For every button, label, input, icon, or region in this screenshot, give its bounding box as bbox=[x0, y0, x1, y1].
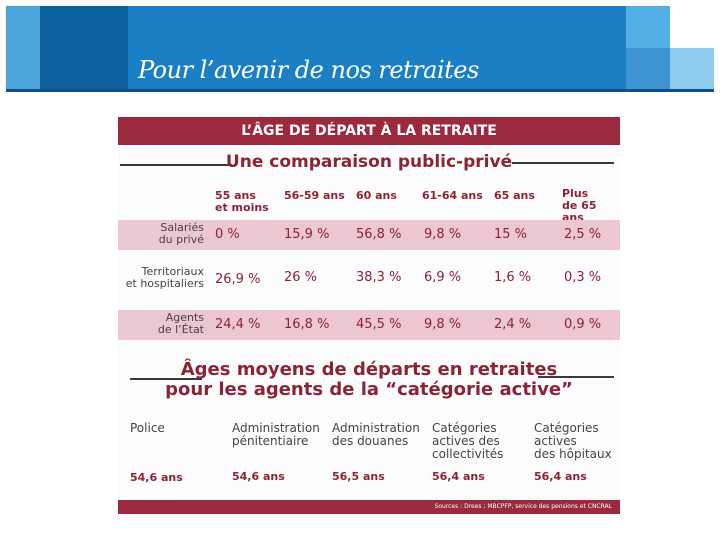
table-cell: 6,9 % bbox=[424, 270, 462, 285]
category-value: 54,6 ans bbox=[130, 471, 183, 484]
category-label: Administration pénitentiaire bbox=[232, 421, 320, 448]
sources-footer: Sources : Drees ; MBCPFP, service des pe… bbox=[118, 500, 620, 514]
row-label: Salariés du privé bbox=[158, 221, 204, 246]
section2-title-line2: pour les agents de la “catégorie active” bbox=[165, 379, 573, 400]
banner-square bbox=[626, 48, 670, 92]
section2-title-line1: Âges moyens de départs en retraites bbox=[180, 359, 558, 380]
table-cell: 16,8 % bbox=[284, 317, 330, 332]
column-header: 55 ans et moins bbox=[215, 189, 269, 214]
table-cell: 56,8 % bbox=[356, 227, 402, 242]
rule-right bbox=[538, 376, 614, 378]
category-label: Administration des douanes bbox=[332, 421, 420, 448]
table-row bbox=[118, 310, 620, 340]
banner-divider bbox=[6, 89, 714, 92]
table-cell: 1,6 % bbox=[494, 270, 532, 285]
banner-square bbox=[626, 6, 670, 48]
category-value: 56,4 ans bbox=[432, 470, 485, 483]
rule-left bbox=[120, 164, 232, 166]
table-cell: 9,8 % bbox=[424, 317, 462, 332]
table-cell: 0 % bbox=[215, 227, 240, 242]
header-banner: Pour l’avenir de nos retraites bbox=[6, 6, 714, 92]
banner-square bbox=[6, 6, 40, 92]
category-value: 54,6 ans bbox=[232, 470, 285, 483]
table-cell: 0,9 % bbox=[564, 317, 602, 332]
row-label: Territoriaux et hospitaliers bbox=[125, 265, 204, 290]
table-cell: 2,5 % bbox=[564, 227, 602, 242]
rule-right bbox=[512, 162, 614, 164]
document-image: L’ÂGE DE DÉPART À LA RETRAITE Une compar… bbox=[118, 112, 620, 518]
table-cell: 0,3 % bbox=[564, 270, 602, 285]
column-header: 65 ans bbox=[494, 189, 535, 202]
column-header: 56-59 ans bbox=[284, 189, 345, 202]
category-value: 56,5 ans bbox=[332, 470, 385, 483]
banner-square bbox=[670, 48, 714, 92]
table-cell: 15,9 % bbox=[284, 227, 330, 242]
column-header: 60 ans bbox=[356, 189, 397, 202]
table-cell: 15 % bbox=[494, 227, 528, 242]
category-label: Police bbox=[130, 421, 165, 435]
column-header: 61-64 ans bbox=[422, 189, 483, 202]
category-label: Catégories actives des hôpitaux bbox=[534, 421, 612, 461]
section1-title: Une comparaison public-privé bbox=[225, 152, 513, 172]
row-label: Agents de l’État bbox=[157, 311, 204, 336]
table-cell: 26,9 % bbox=[215, 272, 261, 287]
rule-left bbox=[130, 378, 202, 380]
doc-header: L’ÂGE DE DÉPART À LA RETRAITE bbox=[118, 117, 620, 145]
table-cell: 38,3 % bbox=[356, 270, 402, 285]
banner-square bbox=[40, 6, 128, 92]
column-header: Plus de 65 ans bbox=[562, 187, 597, 224]
table-cell: 26 % bbox=[284, 270, 318, 285]
table-cell: 45,5 % bbox=[356, 317, 402, 332]
banner-square bbox=[670, 6, 714, 48]
table-cell: 2,4 % bbox=[494, 317, 532, 332]
slide-title: Pour l’avenir de nos retraites bbox=[138, 56, 479, 84]
table-cell: 9,8 % bbox=[424, 227, 462, 242]
table-row bbox=[118, 220, 620, 250]
category-value: 56,4 ans bbox=[534, 470, 587, 483]
table-cell: 24,4 % bbox=[215, 317, 261, 332]
category-label: Catégories actives des collectivités bbox=[432, 421, 504, 461]
